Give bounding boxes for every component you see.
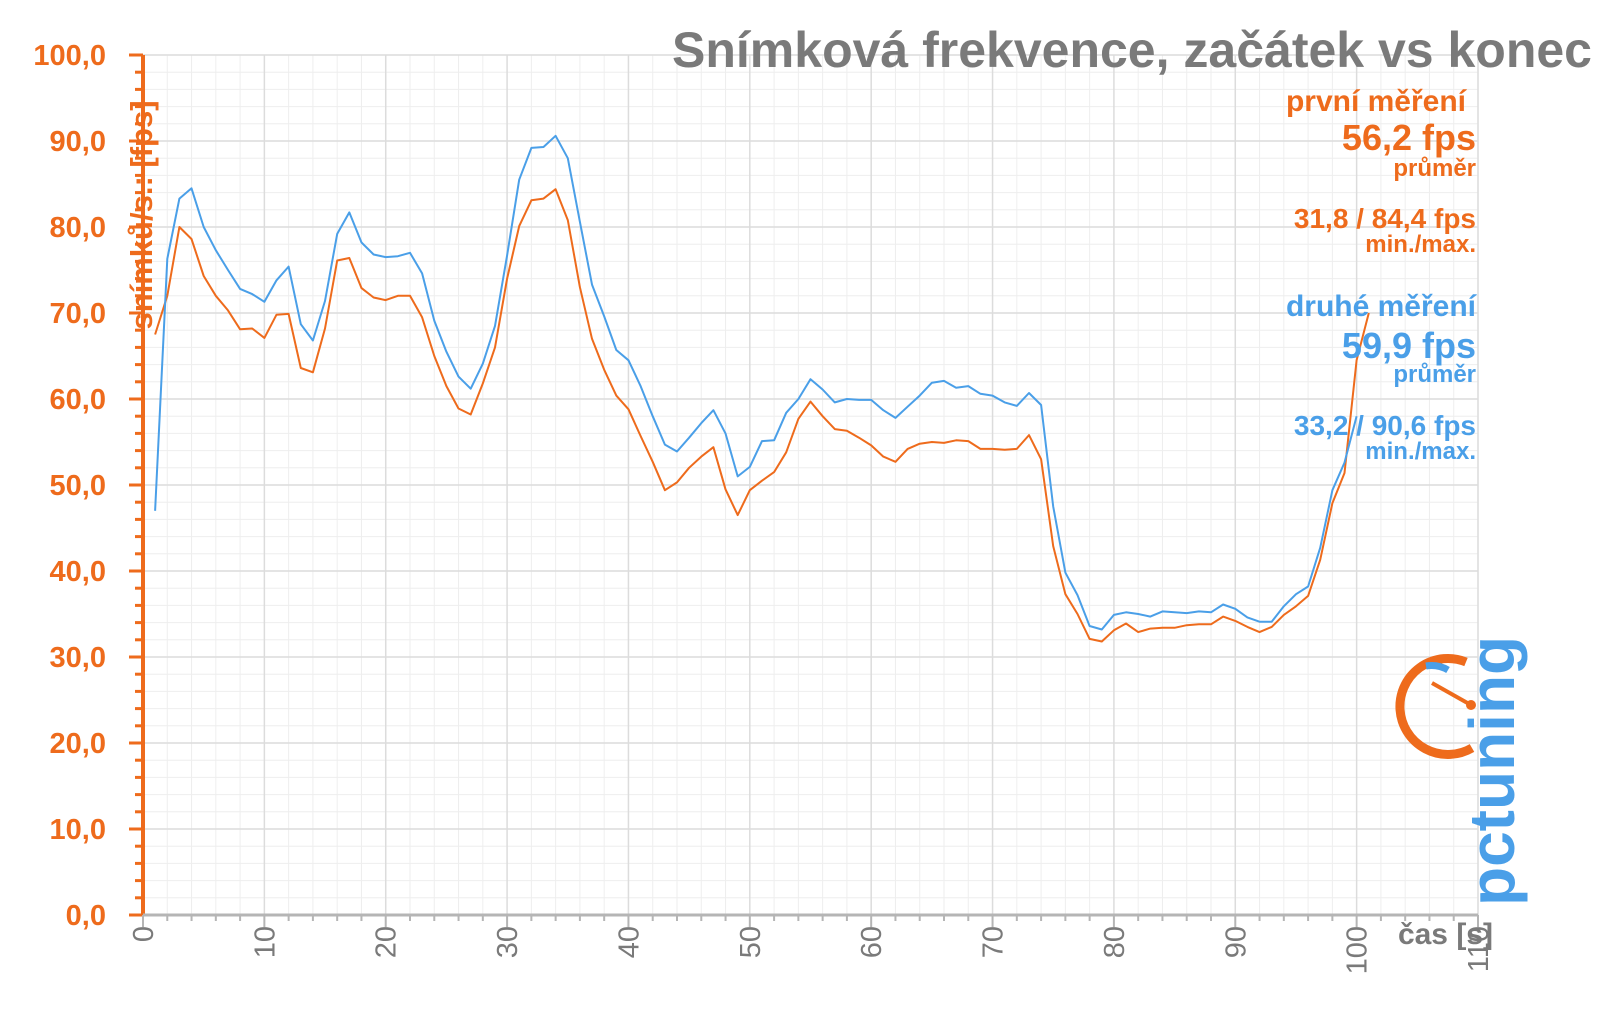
stats-1-avg: 56,2 fps: [1342, 117, 1476, 158]
stats-1-avg-label: průměr: [1393, 155, 1476, 182]
x-tick-label: 80: [1099, 926, 1131, 958]
y-tick-label: 100,0: [33, 40, 106, 72]
stats-2-minmax: 33,2 / 90,6 fps: [1294, 410, 1476, 441]
y-tick-label: 20,0: [50, 728, 106, 760]
stats-1-name: první měření: [1286, 85, 1468, 118]
tick-labels: 0,0 10,0 20,0 30,0 40,0 50,0 60,0 70,0 80,0 90,0 1…: [33, 40, 1495, 974]
x-tick-label: 50: [735, 926, 767, 958]
y-tick-label: 60,0: [50, 384, 106, 416]
logo: pctuning: [1395, 636, 1528, 906]
y-tick-label: 90,0: [50, 126, 106, 158]
y-tick-label: 50,0: [50, 470, 106, 502]
y-tick-label: 30,0: [50, 642, 106, 674]
grid: [143, 54, 1479, 915]
x-tick-label: 90: [1220, 926, 1252, 958]
speedometer-icon: [1395, 653, 1476, 759]
stats-series-2: druhé měření 59,9 fps průměr 33,2 / 90,6…: [1286, 290, 1478, 465]
axes: [129, 53, 1479, 927]
y-tick-label: 80,0: [50, 212, 106, 244]
x-tick-label: 20: [371, 926, 403, 958]
x-tick-label: 10: [249, 926, 281, 958]
logo-text: pctuning: [1456, 636, 1528, 906]
stats-1-minmax-label: min./max.: [1365, 231, 1476, 258]
y-tick-label: 40,0: [50, 556, 106, 588]
series-lines: [154, 134, 1370, 643]
stats-2-avg-label: průměr: [1393, 361, 1476, 388]
x-tick-label: 70: [978, 926, 1010, 958]
y-axis-label: snímků/s.: [fps]: [124, 100, 159, 329]
x-tick-label: 40: [613, 926, 645, 958]
x-axis-label: čas [s]: [1398, 918, 1493, 951]
x-tick-label: 30: [492, 926, 524, 958]
stats-2-minmax-label: min./max.: [1365, 438, 1476, 465]
series-line-2: [154, 134, 1358, 631]
y-tick-label: 0,0: [66, 900, 106, 932]
stats-series-1: první měření 56,2 fps průměr 31,8 / 84,4…: [1286, 85, 1476, 258]
stats-2-avg: 59,9 fps: [1342, 325, 1476, 366]
stats-1-minmax: 31,8 / 84,4 fps: [1294, 203, 1476, 234]
stats-2-name: druhé měření: [1286, 290, 1478, 323]
x-tick-label: 100: [1342, 926, 1374, 974]
x-tick-label: 0: [128, 926, 160, 942]
y-tick-label: 10,0: [50, 814, 106, 846]
x-tick-label: 110: [1463, 926, 1495, 972]
y-tick-label: 70,0: [50, 298, 106, 330]
series-line-1: [154, 188, 1370, 643]
chart-title: Snímková frekvence, začátek vs konec: [672, 22, 1592, 78]
x-tick-label: 60: [856, 926, 888, 958]
